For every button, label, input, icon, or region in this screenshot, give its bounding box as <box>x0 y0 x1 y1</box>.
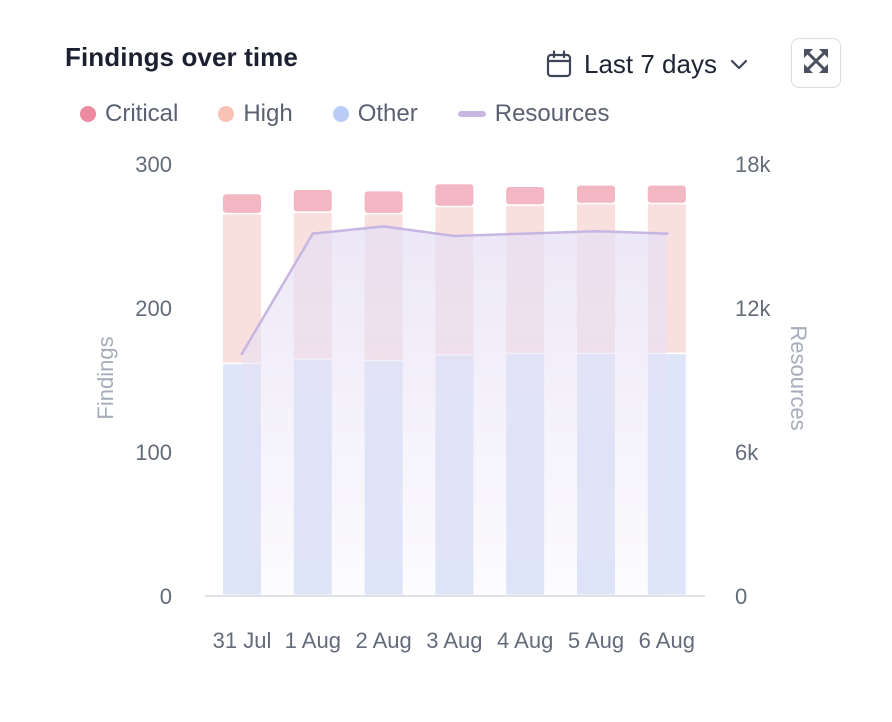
chart-title: Findings over time <box>65 42 298 72</box>
expand-button[interactable] <box>791 38 841 88</box>
legend-item-other[interactable]: Other <box>332 100 418 128</box>
legend-label-high: High <box>243 100 293 127</box>
date-range-label: Last 7 days <box>584 48 717 79</box>
resources-point-4[interactable] <box>523 232 527 236</box>
resources-point-1[interactable] <box>311 232 315 236</box>
resources-area <box>242 226 667 596</box>
x-tick-0: 31 Jul <box>213 628 272 653</box>
y-axis-title: Findings <box>93 336 118 419</box>
y2-tick-1: 12k <box>735 296 771 321</box>
resources-point-6[interactable] <box>665 232 669 236</box>
x-tick-2: 2 Aug <box>355 628 411 653</box>
legend-item-high[interactable]: High <box>218 100 293 128</box>
legend-item-resources[interactable]: Resources <box>457 100 610 128</box>
y2-tick-3: 0 <box>735 584 747 609</box>
resources-point-5[interactable] <box>594 229 598 233</box>
legend-label-other: Other <box>357 100 418 127</box>
bar-critical-5[interactable] <box>577 185 615 203</box>
calendar-icon <box>546 50 572 78</box>
legend-label-resources: Resources <box>494 100 610 127</box>
resources-point-0[interactable] <box>240 352 244 356</box>
legend-swatch-critical <box>80 106 96 122</box>
legend-swatch-resources <box>457 111 486 117</box>
chevron-down-icon <box>729 57 749 71</box>
bar-critical-4[interactable] <box>506 187 545 205</box>
resources-point-2[interactable] <box>382 224 386 228</box>
x-tick-3: 3 Aug <box>426 628 482 653</box>
y2-tick-2: 6k <box>735 440 759 465</box>
y2-tick-0: 18k <box>735 152 771 177</box>
bar-critical-0[interactable] <box>223 194 261 213</box>
bar-critical-6[interactable] <box>647 185 686 203</box>
bar-critical-3[interactable] <box>435 184 474 206</box>
x-tick-1: 1 Aug <box>285 628 341 653</box>
y2-axis-title: Resources <box>786 325 811 430</box>
x-tick-6: 6 Aug <box>639 628 695 653</box>
date-range-selector[interactable]: Last 7 days <box>546 44 749 84</box>
legend-item-critical[interactable]: Critical <box>80 100 178 128</box>
legend-swatch-other <box>332 106 349 122</box>
y-tick-3: 0 <box>160 584 172 609</box>
x-tick-4: 4 Aug <box>497 628 553 653</box>
legend-label-critical: Critical <box>105 100 179 127</box>
resources-point-3[interactable] <box>452 234 456 238</box>
legend-swatch-high <box>218 106 235 122</box>
y-tick-2: 100 <box>135 440 172 465</box>
y-tick-0: 300 <box>135 152 172 177</box>
bar-critical-1[interactable] <box>293 189 332 212</box>
x-tick-5: 5 Aug <box>568 628 624 653</box>
expand-icon <box>803 48 829 79</box>
bar-critical-2[interactable] <box>364 191 403 213</box>
chart-legend: Critical High Other Resources <box>80 100 649 128</box>
y-tick-1: 200 <box>135 296 172 321</box>
